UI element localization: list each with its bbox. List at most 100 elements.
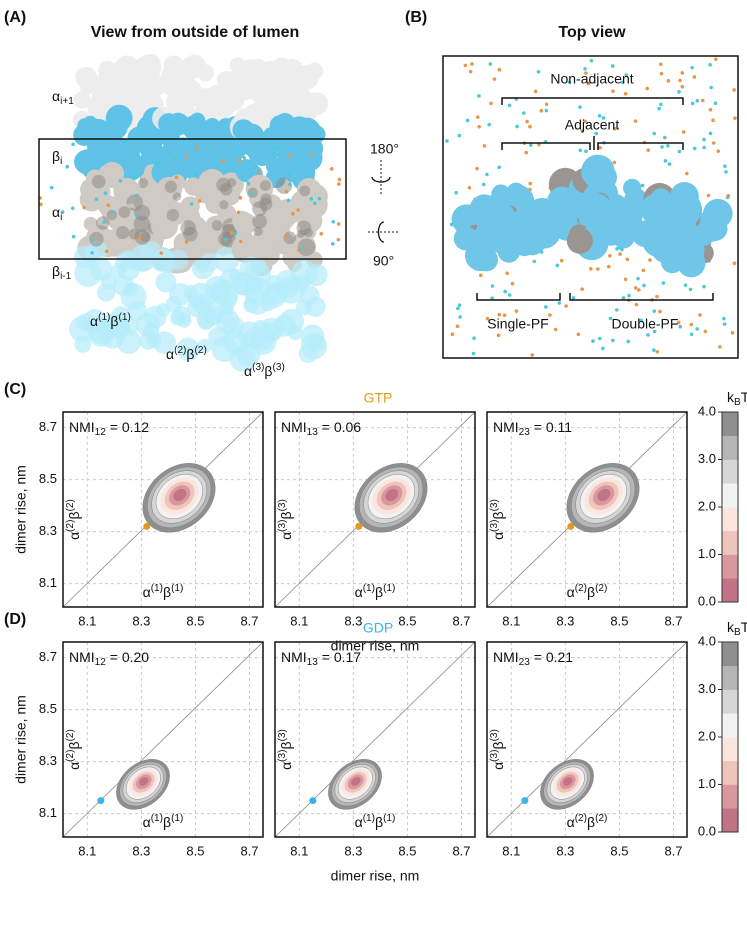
- y-tick-label: 8.1: [39, 575, 57, 590]
- colorbar-band: [722, 665, 738, 690]
- ion-dot: [708, 107, 713, 112]
- y-tick-label: 8.1: [39, 805, 57, 820]
- ion-dot: [457, 303, 462, 308]
- ion-dot: [544, 305, 548, 309]
- ion-dot: [490, 296, 495, 300]
- ion-dot: [313, 201, 317, 206]
- ion-dot: [652, 329, 657, 334]
- ion-dot: [580, 287, 584, 291]
- nmi-label: NMI12 = 0.12: [69, 419, 149, 438]
- ion-dot: [173, 156, 178, 161]
- label-text: β: [66, 741, 82, 749]
- ion-dot: [528, 181, 533, 186]
- ion-dot: [689, 322, 694, 327]
- protein-shade: [133, 215, 151, 233]
- dimer-x-label: α(1)β(1): [355, 583, 396, 600]
- ion-dot: [515, 124, 519, 129]
- colorbar-band: [722, 713, 738, 738]
- ion-dot: [507, 293, 512, 297]
- ion-dot: [730, 331, 735, 335]
- label-text: β: [163, 814, 171, 830]
- ion-dot: [583, 67, 587, 71]
- x-tick-label: 8.5: [186, 843, 204, 858]
- ion-dot: [706, 193, 711, 198]
- protein-blob: [650, 188, 672, 210]
- ion-dot: [193, 172, 198, 176]
- colorbar-label: kBT: [727, 389, 747, 408]
- ion-dot: [678, 324, 683, 329]
- dimer-y-label: α(3)β(3): [277, 729, 294, 770]
- ion-dot: [90, 238, 95, 242]
- ion-dot: [711, 141, 716, 145]
- diagonal: [62, 641, 264, 838]
- row-label: βi-1: [52, 263, 72, 282]
- colorbar-band: [722, 554, 738, 579]
- reference-point: [567, 522, 575, 530]
- colorbar-band: [722, 642, 738, 667]
- ion-dot: [475, 115, 480, 119]
- subscript: 12: [95, 657, 107, 668]
- label-text: NMI: [493, 419, 519, 435]
- protein-blob: [168, 249, 189, 270]
- ion-dot: [589, 58, 594, 63]
- ion-dot: [329, 167, 334, 171]
- label-text: β: [52, 148, 60, 164]
- protein-blob: [191, 257, 215, 280]
- protein-blob: [123, 252, 138, 268]
- ion-dot: [680, 71, 685, 75]
- label-text: α: [278, 532, 294, 540]
- ion-dot: [633, 286, 638, 290]
- ion-dot: [571, 296, 576, 300]
- x-tick-label: 8.7: [452, 613, 470, 628]
- protein-shade: [116, 225, 130, 240]
- label-text: β: [278, 511, 294, 519]
- bracket: [501, 142, 591, 150]
- protein-blob: [111, 306, 131, 326]
- x-tick-label: 8.7: [240, 843, 258, 858]
- subscript: 12: [95, 427, 107, 438]
- ion-dot: [284, 189, 289, 194]
- ion-dot: [716, 149, 721, 153]
- label-text: β: [163, 584, 171, 600]
- ion-dot: [465, 118, 470, 123]
- colorbar-tick-label: 3.0: [698, 681, 716, 696]
- supscript: (3): [489, 519, 500, 531]
- ion-dot: [104, 249, 109, 254]
- ion-dot: [695, 98, 700, 103]
- x-tick-label: 8.7: [452, 843, 470, 858]
- ion-dot: [692, 75, 697, 79]
- diagonal: [486, 641, 688, 838]
- ion-dot: [189, 202, 194, 206]
- ion-dot: [714, 57, 718, 61]
- protein-blob: [161, 123, 181, 143]
- panel-title: Top view: [558, 24, 626, 41]
- ion-dot: [82, 205, 86, 210]
- protein-blob: [120, 283, 147, 310]
- ion-dot: [598, 145, 602, 150]
- ion-dot: [608, 316, 613, 321]
- protein-shade: [89, 231, 104, 247]
- nmi-label: NMI23 = 0.21: [493, 649, 573, 668]
- x-tick-label: 8.3: [132, 843, 150, 858]
- ion-dot: [702, 137, 706, 142]
- supscript: (2): [65, 519, 76, 531]
- ion-dot: [502, 313, 507, 318]
- supscript: (2): [174, 345, 186, 356]
- supscript: (2): [575, 813, 587, 824]
- ion-dot: [732, 261, 737, 266]
- ion-dot: [532, 259, 537, 264]
- x-tick-label: 8.1: [78, 843, 96, 858]
- protein-shade: [140, 231, 151, 242]
- ion-dot: [611, 338, 615, 343]
- label-text: β: [587, 584, 595, 600]
- reference-point: [97, 797, 105, 805]
- dimer-label: α(2)β(2): [166, 345, 207, 362]
- protein-blob: [295, 299, 313, 316]
- restscript: = 0.17: [318, 649, 361, 665]
- supscript: (1): [383, 813, 395, 824]
- dimer-x-label: α(2)β(2): [567, 583, 608, 600]
- label-text: α: [143, 814, 151, 830]
- contour: [385, 488, 399, 502]
- ion-dot: [337, 182, 341, 186]
